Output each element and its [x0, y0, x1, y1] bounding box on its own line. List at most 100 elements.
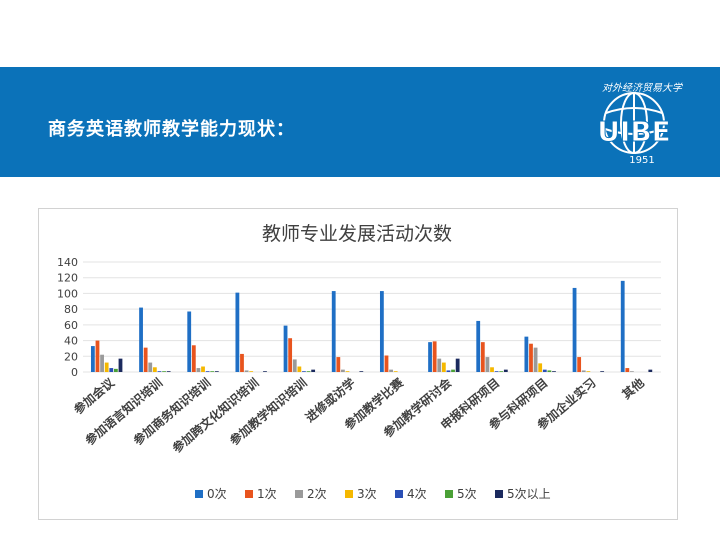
logo-year: 1951	[629, 155, 654, 166]
bar	[428, 342, 432, 372]
bar	[359, 371, 364, 372]
x-tick-label: 其他	[619, 375, 647, 402]
bar	[547, 370, 552, 372]
bar	[542, 369, 547, 372]
y-tick-label: 80	[64, 303, 78, 316]
bar	[620, 280, 625, 372]
bar	[148, 362, 153, 372]
bar	[476, 320, 481, 372]
bar	[494, 371, 499, 372]
legend-swatch	[195, 490, 203, 498]
y-tick-label: 100	[57, 287, 78, 300]
bar	[113, 368, 118, 372]
bar	[302, 371, 306, 372]
y-tick-label: 140	[57, 256, 78, 269]
bar	[152, 367, 157, 372]
bar	[139, 307, 143, 372]
chart-title: 教师专业发展活动次数	[262, 223, 452, 245]
bar	[499, 371, 504, 372]
x-tick-label: 参加跨文化知识培训	[169, 375, 261, 456]
bar	[529, 343, 533, 372]
bar	[249, 371, 254, 372]
bar	[586, 371, 591, 372]
bar	[288, 338, 293, 372]
bar	[648, 369, 653, 372]
bar	[485, 357, 490, 372]
bar	[538, 363, 543, 372]
legend-swatch	[345, 490, 353, 498]
bar	[630, 371, 634, 372]
bar	[118, 358, 123, 372]
logo-text: UIBE	[597, 115, 671, 148]
bar	[162, 371, 166, 372]
bar	[552, 371, 556, 372]
uibe-logo: 对外经济贸易大学 UIBE 1951	[597, 82, 683, 166]
bar	[191, 345, 196, 372]
bar	[432, 341, 437, 372]
bar	[292, 359, 297, 372]
bar	[389, 369, 393, 372]
bar	[379, 291, 384, 372]
slide-title: 商务英语教师教学能力现状：	[48, 119, 295, 140]
bar	[441, 362, 446, 372]
bar	[503, 369, 508, 372]
bar	[577, 357, 582, 372]
legend-swatch	[395, 490, 403, 498]
bar	[143, 347, 148, 372]
bar	[210, 371, 215, 372]
bar	[100, 354, 104, 372]
bar	[600, 371, 605, 372]
legend-label: 5次以上	[507, 487, 551, 501]
bar	[625, 368, 630, 372]
x-tick-label: 参加会议	[71, 374, 118, 417]
bar	[311, 369, 316, 372]
header-banner: 商务英语教师教学能力现状： 对外经济贸易大学 UIBE 1951	[0, 67, 720, 177]
bar	[455, 358, 460, 372]
bar	[214, 371, 219, 372]
chart-container: 教师专业发展活动次数 0 20 40 60 80 100 120 140 参加会议 参加语言知识…	[38, 208, 678, 520]
bar	[104, 362, 109, 372]
y-tick-label: 0	[71, 366, 78, 379]
bar	[446, 370, 451, 372]
bar	[336, 357, 341, 372]
bar	[166, 371, 171, 372]
legend-swatch	[295, 490, 303, 498]
bar	[331, 291, 336, 372]
bar	[341, 369, 345, 372]
bar	[90, 346, 95, 372]
bar	[201, 366, 205, 372]
bar	[572, 287, 577, 372]
bar	[451, 369, 455, 372]
bar	[244, 370, 249, 372]
bar	[306, 371, 311, 372]
legend-label: 4次	[407, 487, 427, 501]
y-tick-label: 20	[64, 350, 78, 363]
bar	[283, 325, 288, 372]
bar	[393, 371, 398, 372]
bar	[345, 371, 350, 372]
bar	[297, 366, 302, 372]
legend-swatch	[445, 490, 453, 498]
bar	[437, 358, 442, 372]
bar	[235, 292, 240, 372]
bar	[205, 371, 210, 372]
y-tick-label: 60	[64, 319, 78, 332]
legend-label: 0次	[207, 487, 227, 501]
legend-swatch	[245, 490, 253, 498]
legend-label: 5次	[457, 487, 477, 501]
y-tick-label: 120	[57, 272, 78, 285]
logo-arc-text: 对外经济贸易大学	[602, 82, 683, 94]
y-tick-label: 40	[64, 335, 78, 348]
bar	[533, 347, 538, 372]
bar	[490, 367, 494, 372]
bar	[240, 353, 244, 372]
bar	[384, 355, 389, 372]
bar	[157, 371, 162, 372]
bar	[581, 370, 586, 372]
bar	[95, 340, 100, 372]
bar	[480, 342, 485, 372]
legend-label: 3次	[357, 487, 377, 501]
legend-swatch	[495, 490, 503, 498]
bar	[263, 371, 267, 372]
